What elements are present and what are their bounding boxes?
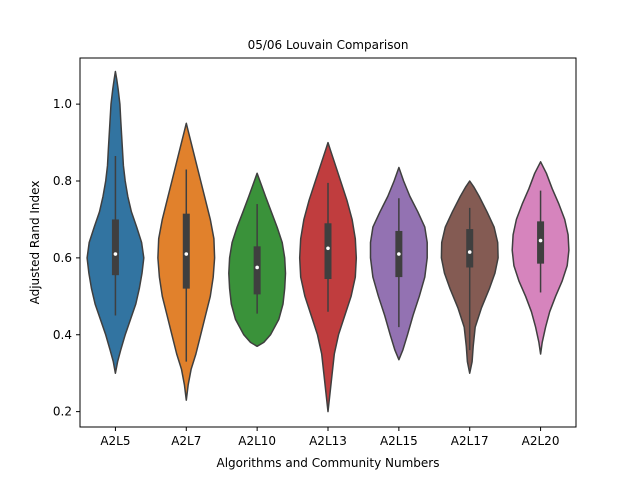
violin-a2l17: [440, 180, 499, 374]
y-axis-label: Adjusted Rand Index: [28, 181, 42, 305]
x-tick-label-a2l17: A2L17: [451, 434, 489, 448]
axes: 0.2 0.4 0.6 0.8 1.0 A2L5 A2L7 A2L10 A2L13 A2L15 A2…: [53, 97, 560, 448]
violin-median-a2l7: [184, 252, 189, 256]
violin-iqr-box-a2l5: [111, 219, 119, 276]
chart-title: 05/06 Louvain Comparison: [248, 38, 409, 52]
x-tick-label-a2l7: A2L7: [171, 434, 201, 448]
x-tick-label-a2l10: A2L10: [238, 434, 276, 448]
x-tick-label-a2l20: A2L20: [522, 434, 560, 448]
plot-area: [86, 70, 570, 413]
x-tick-label-a2l15: A2L15: [380, 434, 418, 448]
violin-iqr-box-a2l7: [182, 213, 190, 289]
violin-iqr-box-a2l13: [324, 223, 332, 280]
violin-median-a2l10: [255, 265, 259, 270]
violin-median-a2l17: [467, 250, 472, 254]
violin-a2l10: [228, 172, 287, 348]
violin-a2l15: [369, 166, 428, 361]
violin-a2l5: [86, 70, 145, 374]
x-tick-label-a2l5: A2L5: [100, 434, 130, 448]
axes-frame: [79, 57, 577, 428]
y-tick-label: 0.8: [53, 174, 72, 188]
violin-median-a2l15: [397, 252, 401, 256]
violin-a2l13: [298, 141, 358, 413]
y-tick-label: 0.2: [53, 405, 72, 419]
violin-iqr-box-a2l20: [537, 221, 545, 264]
violin-median-a2l20: [538, 238, 543, 243]
y-tick-label: 0.4: [53, 328, 72, 342]
violin-iqr-box-a2l17: [466, 229, 474, 268]
y-tick-label: 0.6: [53, 251, 72, 265]
violin-a2l7: [157, 122, 216, 401]
violin-a2l20: [511, 161, 570, 355]
x-axis-label: Algorithms and Community Numbers: [217, 456, 440, 470]
violin-median-a2l5: [113, 252, 118, 256]
violin-median-a2l13: [326, 246, 330, 251]
violin-iqr-box-a2l10: [253, 246, 261, 295]
y-tick-label: 1.0: [53, 97, 72, 111]
x-tick-label-a2l13: A2L13: [309, 434, 347, 448]
